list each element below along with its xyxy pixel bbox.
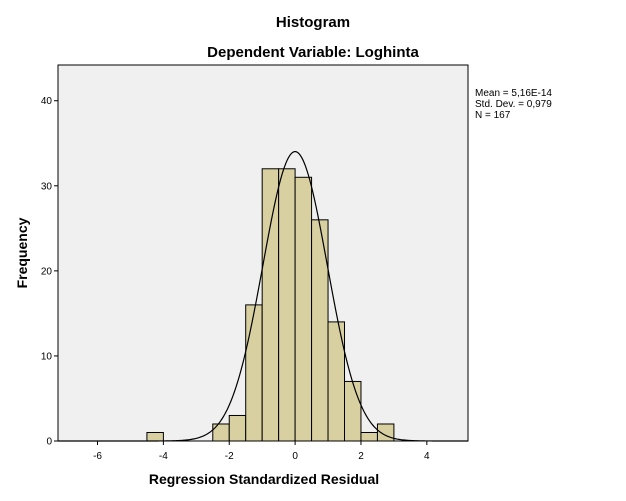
x-tick-label: -2 (225, 451, 234, 462)
histogram-bar (360, 431, 378, 442)
histogram-bar (261, 168, 280, 442)
y-axis: 0 10 20 30 40 (41, 96, 58, 448)
x-tick-label: 4 (424, 451, 430, 462)
x-tick-label: 0 (292, 451, 298, 462)
chart-subtitle: Dependent Variable: Loghinta (207, 44, 419, 61)
histogram-bar (294, 176, 313, 442)
histogram-bar (146, 431, 164, 442)
histogram-bar (344, 380, 362, 442)
histogram-bar (212, 423, 230, 442)
normal-curve (58, 151, 468, 442)
x-tick-label: -4 (159, 451, 168, 462)
y-tick-label: 30 (41, 181, 53, 192)
stat-mean: Mean = 5,16E-14 (475, 88, 552, 99)
x-axis-label: Regression Standardized Residual (149, 471, 379, 487)
y-tick-label: 40 (41, 96, 53, 107)
y-tick-label: 0 (46, 437, 52, 448)
histogram-bar (228, 414, 247, 442)
histogram-bar (245, 304, 263, 442)
stat-std-dev: Std. Dev. = 0,979 (475, 99, 552, 110)
x-tick-label: 2 (358, 451, 364, 462)
bars-group (146, 168, 395, 442)
x-tick-label: -6 (93, 451, 102, 462)
y-tick-label: 10 (41, 351, 53, 362)
stat-n: N = 167 (475, 110, 511, 121)
chart-title: Histogram (276, 14, 350, 31)
x-axis: -6 -4 -2 0 2 4 (93, 441, 430, 462)
y-tick-label: 20 (41, 266, 53, 277)
y-axis-label: Frequency (14, 217, 30, 288)
histogram-bar (278, 168, 296, 442)
